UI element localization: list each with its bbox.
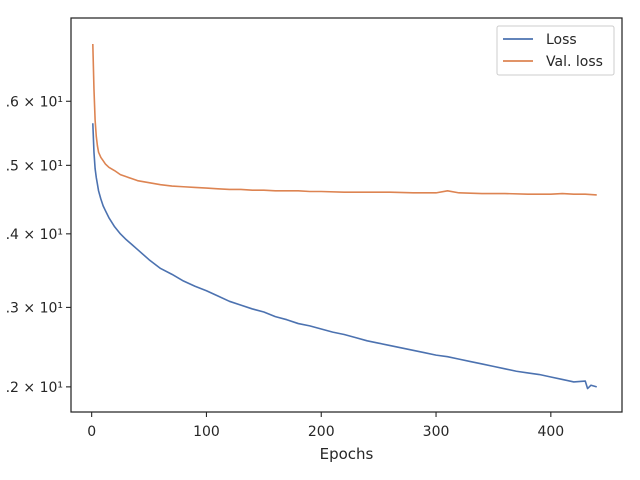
legend-label-loss: Loss	[546, 32, 577, 48]
plot-frame	[70, 17, 623, 413]
y-tick-label: .3 × 10¹	[6, 300, 63, 316]
plot-background	[71, 18, 622, 412]
series-line-val-loss	[92, 43, 597, 196]
series-line-loss	[92, 123, 597, 390]
x-axis-label: Epochs	[320, 445, 374, 463]
x-axis: 0 100 200 300 400	[87, 412, 564, 440]
legend: Loss Val. loss	[496, 25, 615, 76]
y-axis: .2 × 10¹ .3 × 10¹ .4 × 10¹ .5 × 10¹ .6 × 10¹	[6, 94, 71, 396]
x-tick-label: 100	[193, 424, 220, 440]
y-tick-label: .5 × 10¹	[6, 158, 63, 174]
x-tick-label: 300	[423, 424, 450, 440]
legend-label-val-loss: Val. loss	[546, 54, 603, 70]
series-layer	[92, 43, 597, 390]
x-tick-label: 0	[87, 424, 96, 440]
y-tick-label: .4 × 10¹	[6, 227, 63, 243]
y-tick-label: .6 × 10¹	[6, 94, 63, 110]
y-tick-label: .2 × 10¹	[6, 380, 63, 396]
x-tick-label: 400	[537, 424, 564, 440]
x-tick-label: 200	[308, 424, 335, 440]
